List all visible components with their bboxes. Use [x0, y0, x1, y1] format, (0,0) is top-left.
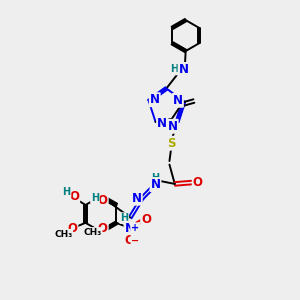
Text: CH₃: CH₃ [83, 228, 102, 237]
Text: CH₃: CH₃ [54, 230, 72, 238]
Text: N: N [178, 63, 189, 76]
Text: N: N [151, 178, 160, 191]
Text: +: + [131, 223, 139, 233]
Text: N: N [173, 94, 183, 107]
Text: O: O [193, 176, 203, 189]
Text: H: H [62, 187, 70, 197]
Text: −: − [131, 236, 140, 246]
Text: N: N [124, 222, 134, 235]
Text: S: S [168, 137, 176, 150]
Text: H: H [152, 173, 160, 183]
Text: N: N [150, 93, 160, 106]
Text: N: N [168, 120, 178, 133]
Text: O: O [98, 194, 108, 207]
Text: H: H [120, 213, 128, 223]
Text: O: O [141, 213, 151, 226]
Text: O: O [69, 190, 79, 202]
Text: N: N [132, 192, 142, 205]
Text: H: H [91, 193, 99, 202]
Text: O: O [124, 234, 134, 247]
Text: O: O [68, 222, 77, 235]
Text: H: H [171, 64, 179, 74]
Text: O: O [98, 222, 108, 235]
Text: N: N [157, 117, 167, 130]
